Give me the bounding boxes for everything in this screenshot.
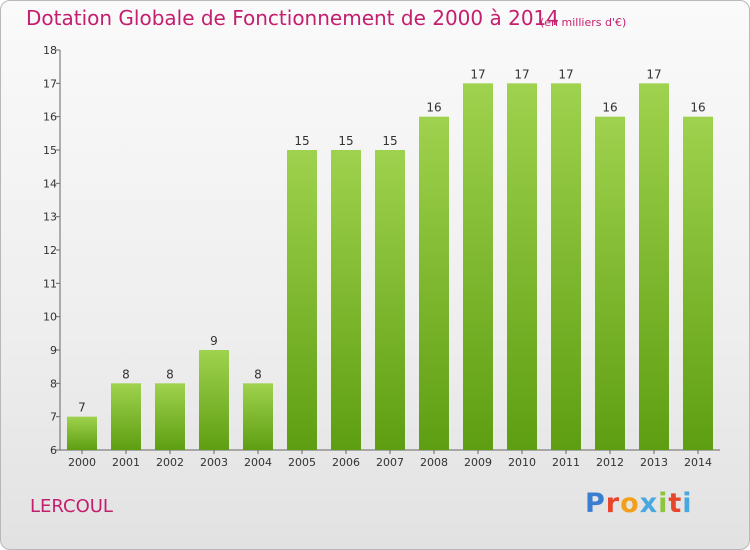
chart-unit: (en milliers d'€): [540, 16, 627, 29]
bar: [331, 150, 361, 450]
y-tick-label: 12: [43, 244, 57, 257]
x-tick-label: 2005: [288, 456, 316, 469]
x-tick-label: 2010: [508, 456, 536, 469]
x-tick-label: 2004: [244, 456, 272, 469]
bar-value-label: 17: [558, 67, 573, 81]
y-tick-label: 15: [43, 144, 57, 157]
x-tick-label: 2008: [420, 456, 448, 469]
y-tick-label: 16: [43, 111, 57, 124]
bar-value-label: 9: [210, 334, 218, 348]
bar-value-label: 15: [338, 134, 353, 148]
y-tick-label: 8: [50, 377, 57, 390]
x-tick-label: 2000: [68, 456, 96, 469]
bar: [595, 116, 625, 451]
x-tick-label: 2012: [596, 456, 624, 469]
x-tick-label: 2011: [552, 456, 580, 469]
bar: [287, 150, 317, 450]
x-tick-label: 2001: [112, 456, 140, 469]
bar: [155, 383, 185, 450]
bar-value-label: 16: [426, 101, 441, 115]
x-tick-label: 2014: [684, 456, 712, 469]
y-tick-label: 9: [50, 344, 57, 357]
x-tick-label: 2006: [332, 456, 360, 469]
bar: [199, 350, 229, 450]
bar-value-label: 17: [646, 67, 661, 81]
x-tick-label: 2009: [464, 456, 492, 469]
bar: [639, 83, 669, 450]
bar-value-label: 17: [514, 67, 529, 81]
bar: [683, 116, 713, 451]
y-tick-label: 10: [43, 311, 57, 324]
bar: [551, 83, 581, 450]
commune-name: LERCOUL: [30, 496, 113, 517]
bar: [507, 83, 537, 450]
bar: [375, 150, 405, 450]
bar: [419, 116, 449, 451]
x-tick-label: 2002: [156, 456, 184, 469]
y-tick-label: 17: [43, 77, 57, 90]
bar: [243, 383, 273, 450]
bar-value-label: 8: [122, 367, 130, 381]
x-tick-label: 2003: [200, 456, 228, 469]
bar: [67, 416, 97, 450]
bar-value-label: 16: [602, 101, 617, 115]
y-tick-label: 14: [43, 177, 57, 190]
bar-value-label: 8: [166, 367, 174, 381]
bar-value-label: 7: [78, 401, 86, 415]
y-tick-label: 7: [50, 411, 57, 424]
x-tick-label: 2007: [376, 456, 404, 469]
y-tick-label: 6: [50, 444, 57, 457]
bar-value-label: 16: [690, 101, 705, 115]
bar-value-label: 15: [382, 134, 397, 148]
bar-value-label: 8: [254, 367, 262, 381]
bar: [463, 83, 493, 450]
y-tick-label: 18: [43, 44, 57, 57]
bar-value-label: 17: [470, 67, 485, 81]
y-tick-label: 13: [43, 211, 57, 224]
bar: [111, 383, 141, 450]
chart-title: Dotation Globale de Fonctionnement de 20…: [26, 6, 559, 30]
x-tick-label: 2013: [640, 456, 668, 469]
bar-value-label: 15: [294, 134, 309, 148]
proxiti-logo[interactable]: Proxiti: [585, 488, 693, 519]
y-tick-label: 11: [43, 277, 57, 290]
